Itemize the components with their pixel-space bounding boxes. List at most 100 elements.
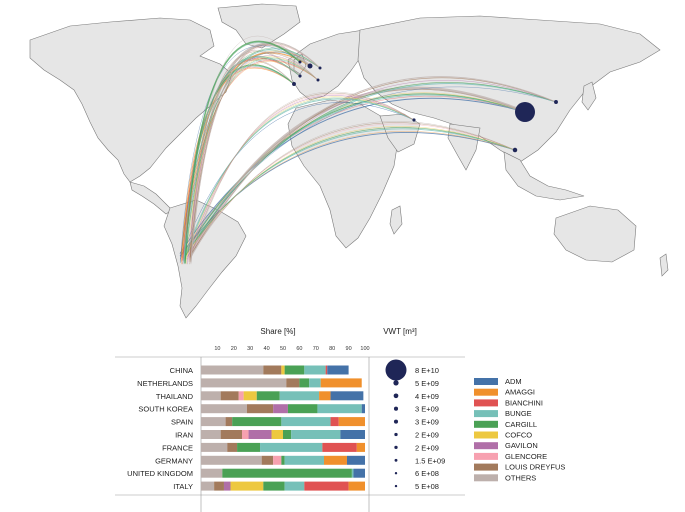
legend-label: COFCO (505, 431, 532, 440)
share-bar-louis-dreyfus (286, 378, 300, 388)
greenland-land (217, 3, 301, 49)
flow-germany-glencore (188, 44, 321, 262)
vwt-value-label: 2 E+09 (415, 431, 439, 440)
map-marker-thailand (512, 147, 518, 153)
share-tick-label: 10 (214, 346, 220, 352)
share-bar-cargill (287, 404, 318, 414)
legend-label: AMAGGI (505, 388, 535, 397)
legend-label: ADM (505, 377, 522, 386)
vwt-bubble (393, 380, 399, 386)
share-bar-cofco (271, 430, 283, 439)
share-bar-cargill (283, 430, 292, 439)
flow-italy-others (190, 51, 319, 265)
share-axis-title: Share [%] (260, 327, 295, 336)
share-bar-cargill (222, 468, 352, 478)
map-marker-spain (292, 82, 296, 86)
share-tick-label: 50 (280, 346, 286, 352)
country-label: SPAIN (171, 418, 193, 427)
flow-china-cargill (184, 93, 526, 254)
share-bar-louis-dreyfus (246, 404, 274, 414)
map-marker-italy (316, 78, 320, 82)
share-bar-others (201, 417, 226, 427)
map-marker-china (515, 102, 535, 122)
share-bar-others (201, 365, 264, 375)
legend-swatch-bunge (474, 410, 498, 418)
world-landmasses (29, 3, 669, 319)
share-bar-glencore (238, 391, 244, 401)
legend-swatch-cargill (474, 420, 498, 428)
destination-markers (292, 60, 558, 153)
share-bar-adm (330, 391, 364, 401)
country-label: ITALY (173, 482, 193, 491)
japan-land (581, 81, 597, 111)
share-bar-louis-dreyfus (225, 417, 233, 427)
share-bar-amaggi (348, 481, 365, 491)
vwt-bubble (394, 432, 398, 437)
map-marker-iran (412, 118, 416, 122)
share-bar-bunge (291, 430, 341, 439)
share-bar-amaggi (324, 455, 347, 465)
share-bar-bianchini (330, 417, 339, 427)
share-bar-adm (327, 365, 349, 375)
share-bar-bianchini (322, 442, 357, 452)
legend-swatch-cofco (474, 431, 498, 439)
vwt-bubble (385, 359, 407, 381)
world-map (29, 3, 669, 319)
vwt-value-label: 4 E+09 (415, 392, 439, 401)
flow-south-korea-others (190, 76, 557, 258)
share-bar-cargill (299, 378, 310, 388)
share-bar-bunge (260, 442, 323, 452)
vwt-bubble (393, 393, 399, 399)
share-bar-adm (346, 455, 365, 465)
share-bar-adm (340, 430, 365, 439)
share-bar-bunge (281, 417, 331, 427)
flow-iran-adm (179, 102, 415, 260)
share-bar-bunge (309, 378, 321, 388)
country-label: SOUTH KOREA (138, 405, 193, 414)
europe-land (287, 29, 373, 101)
flow-iran-bunge (183, 98, 415, 260)
share-tick-label: 70 (313, 346, 319, 352)
vwt-bubble (393, 406, 399, 411)
vwt-value-label: 2 E+09 (415, 443, 439, 452)
share-bar-cofco (281, 365, 285, 375)
share-bar-amaggi (319, 391, 331, 401)
flow-iran-gavilon (187, 95, 415, 260)
share-bar-cargill (256, 391, 280, 401)
flow-south-korea-bunge (183, 83, 557, 258)
flow-united-kingdom-others (190, 35, 301, 263)
share-tick-label: 100 (360, 346, 369, 352)
legend-swatch-bianchini (474, 399, 498, 407)
map-marker-south-korea (554, 100, 558, 104)
share-bar-glencore (242, 430, 249, 439)
share-bar-bunge (284, 481, 305, 491)
share-bar-bianchini (304, 481, 349, 491)
flow-iran-others (190, 91, 415, 260)
legend-swatch-louis-dreyfus (474, 463, 498, 471)
share-tick-label: 30 (247, 346, 253, 352)
share-bar-others (201, 378, 287, 388)
north-america-land (29, 17, 233, 183)
new-zealand-land (659, 253, 669, 277)
share-bar-bunge (284, 455, 324, 465)
vwt-bubble (393, 419, 399, 424)
flow-germany-others (190, 41, 321, 263)
flow-thailand-others (190, 121, 516, 256)
flow-iran-cofco (186, 96, 415, 260)
vwt-bubble (394, 458, 398, 462)
flow-iran-glencore (188, 94, 415, 260)
flow-thailand-louis-dreyfus (189, 122, 516, 256)
map-marker-germany (318, 66, 322, 70)
share-bar-others (201, 481, 215, 491)
share-tick-label: 60 (296, 346, 302, 352)
legend-swatch-adm (474, 378, 498, 385)
vwt-value-label: 8 E+10 (415, 366, 439, 375)
share-axis-ticks: 10 20 30 40 50 60 70 80 90 100 (214, 346, 369, 352)
vwt-bubble (394, 484, 398, 488)
share-bar-bianchini (325, 365, 328, 375)
share-bar-gavilon (248, 430, 272, 439)
country-label: CHINA (170, 366, 193, 375)
share-bar-louis-dreyfus (220, 391, 239, 401)
share-bar-louis-dreyfus (220, 430, 242, 439)
flow-thailand-glencore (188, 123, 516, 256)
